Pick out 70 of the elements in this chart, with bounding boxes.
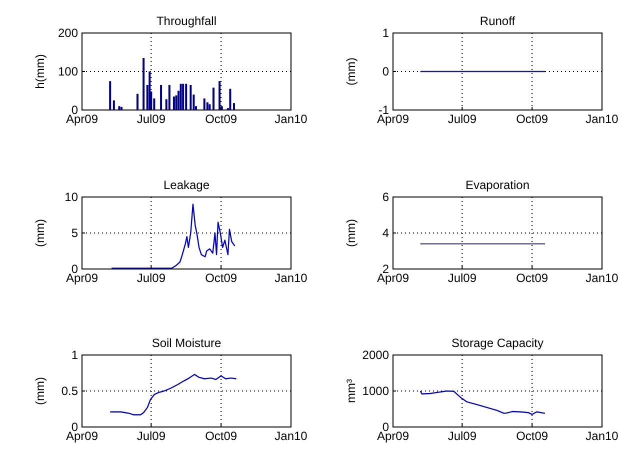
x-tick-label: Oct09 (516, 271, 548, 285)
x-tick-label: Jul09 (136, 429, 166, 443)
y-tick-label: 1 (382, 26, 390, 40)
bar (172, 96, 175, 110)
line-series (110, 374, 237, 416)
bar (233, 103, 235, 110)
x-tick-label: Jan10 (586, 271, 619, 285)
y-axis-title: mm³ (344, 379, 358, 403)
y-tick-label: 1000 (362, 384, 390, 398)
y-axis-title: (mm) (344, 58, 358, 86)
y-axis-title: (mm) (344, 219, 358, 247)
bar (160, 84, 162, 110)
bar (218, 81, 221, 110)
y-tick-label: 6 (382, 190, 390, 204)
bar (180, 84, 182, 110)
x-tick-label: Oct09 (205, 112, 238, 126)
bar (118, 106, 120, 110)
x-tick-label: Jan10 (274, 112, 308, 126)
y-tick-label: 5 (71, 226, 78, 240)
bar (206, 102, 208, 110)
chart-title: Storage Capacity (451, 336, 544, 350)
x-tick-label: Jan10 (274, 429, 308, 443)
y-tick-label: 0 (382, 420, 390, 434)
bar (112, 100, 115, 110)
chart-title: Throughfall (156, 14, 217, 28)
y-tick-label: 2 (382, 262, 390, 276)
line-series (420, 390, 546, 415)
bar (182, 84, 184, 110)
y-tick-label: 200 (58, 26, 78, 40)
y-tick-label: 10 (64, 190, 78, 204)
bar (175, 95, 178, 110)
y-axis-title: (mm) (33, 219, 47, 247)
x-tick-label: Oct09 (205, 429, 238, 443)
x-tick-label: Jul09 (448, 112, 477, 126)
y-axis-title: h(mm) (33, 54, 47, 89)
bar (109, 81, 112, 110)
chart-title: Runoff (480, 14, 516, 28)
chart-title: Evaporation (465, 178, 530, 192)
bar (185, 84, 188, 110)
bar (168, 84, 170, 110)
chart-title: Soil Moisture (152, 336, 222, 350)
y-tick-label: 0 (71, 103, 78, 117)
x-tick-label: Jan10 (586, 112, 619, 126)
y-tick-label: 4 (382, 226, 390, 240)
x-tick-label: Jan10 (586, 429, 619, 443)
x-tick-label: Oct09 (205, 271, 238, 285)
line-series (111, 204, 236, 269)
y-tick-label: 100 (58, 64, 78, 78)
bar (142, 58, 145, 110)
bar (203, 98, 206, 110)
x-tick-label: Jan10 (274, 271, 308, 285)
y-tick-label: 0.5 (61, 384, 78, 398)
bar (136, 94, 138, 110)
x-tick-label: Jul09 (136, 112, 166, 126)
x-tick-label: Jul09 (448, 271, 477, 285)
bar (212, 88, 214, 110)
y-tick-label: 0 (71, 262, 78, 276)
y-tick-label: 2000 (362, 348, 390, 362)
y-tick-label: 0 (71, 420, 78, 434)
y-tick-label: 0 (382, 64, 390, 78)
x-tick-label: Oct09 (516, 429, 548, 443)
chart-title: Leakage (163, 178, 210, 192)
bar (229, 88, 232, 110)
x-tick-label: Oct09 (516, 112, 548, 126)
bar (208, 104, 211, 110)
y-axis-title: (mm) (33, 377, 47, 405)
x-tick-label: Jul09 (448, 429, 477, 443)
bar (190, 84, 192, 110)
y-tick-label: 1 (71, 348, 78, 362)
x-tick-label: Jul09 (136, 271, 166, 285)
